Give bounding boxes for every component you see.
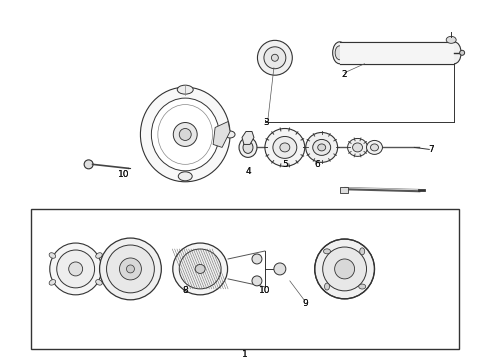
Ellipse shape (265, 129, 305, 166)
Text: 3: 3 (263, 118, 269, 127)
Text: 7: 7 (428, 145, 434, 154)
Text: 4: 4 (245, 167, 251, 176)
Text: 10: 10 (118, 170, 129, 179)
Text: 2: 2 (342, 70, 347, 79)
Ellipse shape (324, 283, 329, 290)
Circle shape (274, 263, 286, 275)
Polygon shape (213, 122, 230, 147)
Ellipse shape (49, 253, 56, 258)
Ellipse shape (141, 87, 230, 182)
Ellipse shape (347, 139, 368, 156)
Text: 3: 3 (263, 118, 269, 127)
Text: 5: 5 (282, 160, 288, 169)
Text: 10: 10 (259, 286, 270, 295)
Ellipse shape (315, 239, 374, 299)
Bar (340, 187, 347, 193)
Text: 10: 10 (118, 170, 129, 179)
Ellipse shape (264, 47, 286, 69)
Ellipse shape (335, 259, 355, 279)
Ellipse shape (99, 238, 161, 300)
Text: 1: 1 (242, 350, 248, 359)
Text: 6: 6 (315, 160, 320, 169)
Text: 5: 5 (282, 160, 288, 169)
Bar (340, 42, 454, 64)
Text: 9: 9 (302, 299, 308, 308)
Ellipse shape (57, 250, 95, 288)
Ellipse shape (179, 249, 221, 289)
Ellipse shape (243, 141, 253, 153)
Bar (31, 209, 459, 348)
Ellipse shape (333, 42, 346, 64)
Ellipse shape (446, 36, 456, 43)
Ellipse shape (126, 265, 134, 273)
Ellipse shape (367, 140, 383, 154)
Ellipse shape (239, 138, 257, 157)
Ellipse shape (195, 265, 205, 273)
Ellipse shape (353, 143, 363, 152)
Circle shape (252, 254, 262, 264)
Text: 9: 9 (302, 299, 308, 308)
Circle shape (179, 129, 191, 140)
Ellipse shape (323, 247, 367, 291)
Text: 8: 8 (182, 286, 188, 295)
Polygon shape (242, 131, 254, 144)
Ellipse shape (225, 131, 235, 138)
Ellipse shape (120, 258, 142, 280)
Ellipse shape (359, 284, 366, 289)
Ellipse shape (151, 98, 219, 171)
Ellipse shape (50, 243, 101, 295)
Ellipse shape (96, 253, 102, 258)
Ellipse shape (177, 85, 193, 94)
Ellipse shape (271, 54, 278, 61)
Ellipse shape (313, 139, 331, 156)
Circle shape (173, 122, 197, 147)
Text: 6: 6 (315, 160, 320, 169)
Text: 7: 7 (428, 145, 434, 154)
Ellipse shape (106, 245, 154, 293)
Ellipse shape (280, 143, 290, 152)
Ellipse shape (447, 42, 461, 64)
Text: 2: 2 (342, 70, 347, 79)
Ellipse shape (306, 132, 338, 162)
Text: 10: 10 (259, 286, 270, 295)
Ellipse shape (173, 243, 227, 295)
Text: 8: 8 (182, 286, 188, 295)
Circle shape (460, 50, 465, 55)
Ellipse shape (178, 172, 192, 181)
Ellipse shape (49, 280, 56, 285)
Ellipse shape (323, 249, 330, 254)
Ellipse shape (257, 40, 293, 75)
Circle shape (84, 160, 93, 169)
Ellipse shape (370, 144, 378, 151)
Text: 4: 4 (245, 167, 251, 176)
Ellipse shape (69, 262, 83, 276)
Ellipse shape (360, 248, 365, 255)
Text: 1: 1 (242, 350, 248, 359)
Ellipse shape (335, 46, 344, 60)
Ellipse shape (318, 144, 326, 151)
Ellipse shape (96, 280, 102, 285)
Ellipse shape (273, 136, 297, 158)
Circle shape (252, 276, 262, 286)
